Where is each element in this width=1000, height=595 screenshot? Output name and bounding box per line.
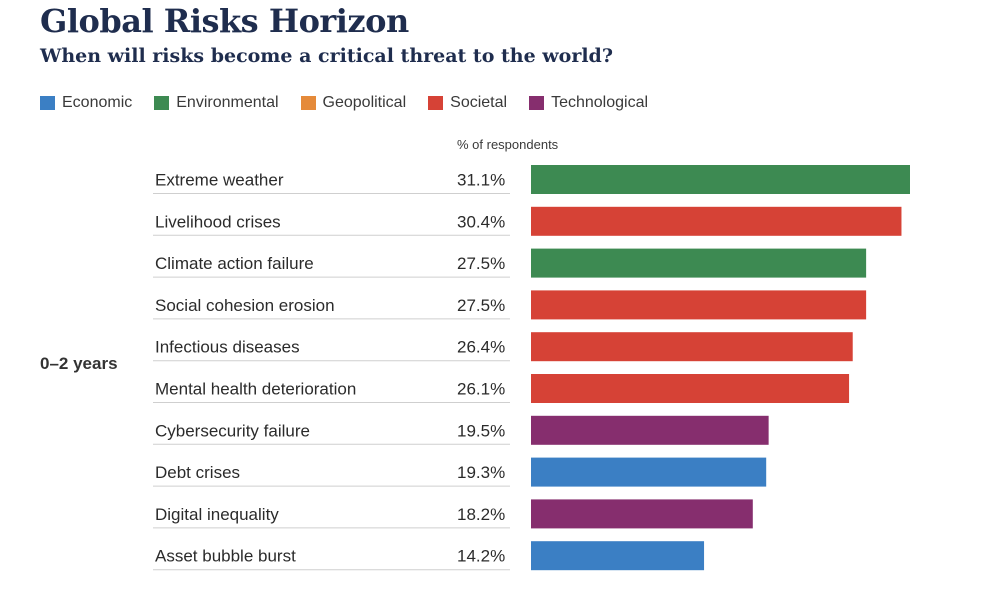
value-label-climate-action-failure: 27.5%	[457, 254, 505, 273]
bar-cybersecurity-failure	[531, 415, 769, 445]
category-label-digital-inequality: Digital inequality	[155, 505, 279, 524]
value-label-extreme-weather: 31.1%	[457, 171, 505, 190]
category-label-mental-health-deterioration: Mental health deterioration	[155, 380, 356, 399]
legend-label-environmental: Environmental	[176, 94, 279, 111]
bar-climate-action-failure	[531, 248, 867, 278]
bar-row-mental-health-deterioration: Mental health deterioration 26.1%	[153, 374, 850, 403]
category-label-livelihood-crises: Livelihood crises	[155, 212, 281, 231]
bar-row-infectious-diseases: Infectious diseases 26.4%	[153, 332, 853, 362]
unit-label: % of respondents	[457, 137, 559, 152]
legend-item-technological: Technological	[529, 94, 648, 112]
legend-swatch-societal	[428, 96, 444, 110]
bar-infectious-diseases	[531, 332, 853, 362]
category-label-infectious-diseases: Infectious diseases	[155, 338, 300, 357]
legend-swatch-geopolitical	[300, 96, 316, 110]
legend-swatch-technological	[529, 96, 545, 110]
value-label-livelihood-crises: 30.4%	[457, 212, 505, 231]
bar-mental-health-deterioration	[531, 374, 850, 403]
bar-row-social-cohesion-erosion: Social cohesion erosion 27.5%	[153, 290, 867, 320]
category-label-extreme-weather: Extreme weather	[155, 171, 284, 190]
category-label-social-cohesion-erosion: Social cohesion erosion	[155, 296, 335, 315]
legend-item-environmental: Environmental	[154, 94, 279, 112]
value-label-asset-bubble-burst: 14.2%	[457, 547, 505, 566]
legend-label-economic: Economic	[62, 94, 133, 111]
legend-swatch-economic	[40, 96, 55, 110]
legend-item-economic: Economic	[40, 94, 132, 112]
bar-social-cohesion-erosion	[531, 290, 867, 320]
bar-row-asset-bubble-burst: Asset bubble burst 14.2%	[153, 541, 705, 571]
legend-swatch-environmental	[154, 96, 170, 110]
bar-row-cybersecurity-failure: Cybersecurity failure 19.5%	[153, 415, 769, 445]
category-label-climate-action-failure: Climate action failure	[155, 254, 314, 273]
category-label-cybersecurity-failure: Cybersecurity failure	[155, 421, 310, 440]
bar-asset-bubble-burst	[531, 541, 705, 571]
bar-row-livelihood-crises: Livelihood crises 30.4%	[153, 206, 902, 236]
bar-row-debt-crises: Debt crises 19.3%	[153, 457, 767, 487]
chart-subtitle: When will risks become a critical threat…	[40, 45, 613, 67]
legend-label-societal: Societal	[450, 94, 508, 111]
value-label-social-cohesion-erosion: 27.5%	[457, 296, 505, 315]
bar-extreme-weather	[531, 165, 910, 194]
legend-label-technological: Technological	[551, 94, 649, 111]
legend-item-societal: Societal	[428, 94, 507, 112]
chart-title: Global Risks Horizon	[40, 2, 409, 40]
legend: Economic Environmental Geopolitical Soci…	[40, 94, 670, 112]
bar-debt-crises	[531, 457, 767, 487]
time-horizon-label: 0–2 years	[40, 354, 118, 373]
value-label-infectious-diseases: 26.4%	[457, 338, 505, 357]
bar-row-climate-action-failure: Climate action failure 27.5%	[153, 248, 867, 278]
bar-row-digital-inequality: Digital inequality 18.2%	[153, 499, 753, 529]
legend-item-geopolitical: Geopolitical	[300, 94, 407, 112]
category-label-asset-bubble-burst: Asset bubble burst	[155, 547, 296, 566]
legend-label-geopolitical: Geopolitical	[322, 94, 407, 111]
value-label-debt-crises: 19.3%	[457, 463, 505, 482]
category-label-debt-crises: Debt crises	[155, 463, 240, 482]
value-label-cybersecurity-failure: 19.5%	[457, 421, 505, 440]
bar-livelihood-crises	[531, 206, 902, 236]
bar-digital-inequality	[531, 499, 753, 529]
value-label-digital-inequality: 18.2%	[457, 505, 505, 524]
bar-row-extreme-weather: Extreme weather 31.1%	[153, 165, 910, 194]
value-label-mental-health-deterioration: 26.1%	[457, 380, 505, 399]
